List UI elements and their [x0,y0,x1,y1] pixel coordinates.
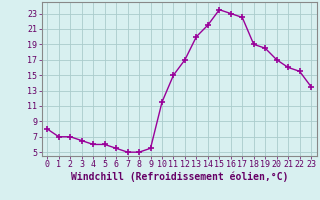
X-axis label: Windchill (Refroidissement éolien,°C): Windchill (Refroidissement éolien,°C) [70,172,288,182]
